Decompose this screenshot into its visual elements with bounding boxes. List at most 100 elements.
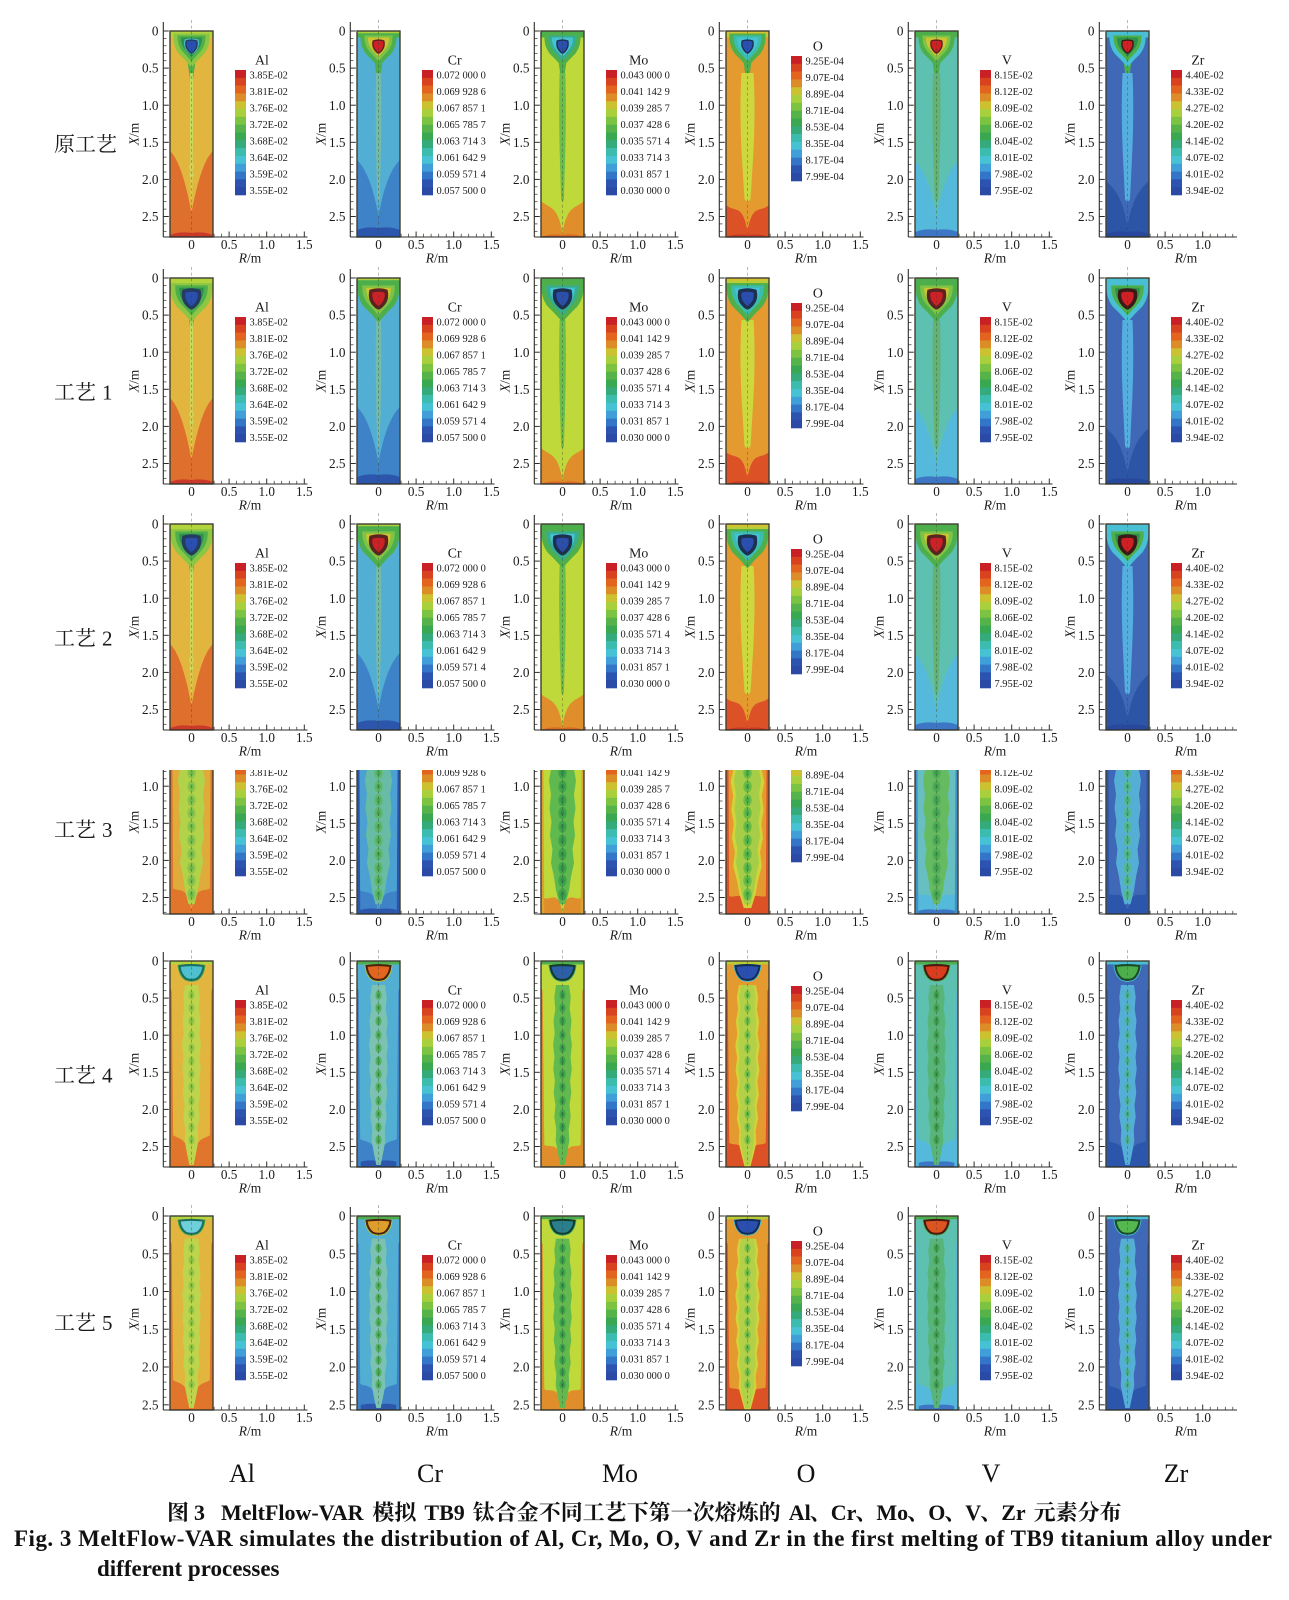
svg-text:7.95E-02: 7.95E-02: [995, 867, 1033, 878]
svg-text:1.0: 1.0: [513, 1028, 530, 1043]
svg-text:R/m: R/m: [983, 928, 1007, 943]
svg-text:0.063 714 3: 0.063 714 3: [437, 630, 486, 641]
svg-text:0.033 714 3: 0.033 714 3: [621, 1338, 670, 1349]
svg-text:R/m: R/m: [794, 928, 818, 943]
svg-text:7.98E-02: 7.98E-02: [995, 417, 1033, 428]
svg-text:4.20E-02: 4.20E-02: [1186, 1305, 1224, 1316]
svg-text:0.041 142 9: 0.041 142 9: [621, 1017, 670, 1028]
svg-text:1.5: 1.5: [887, 628, 904, 643]
svg-text:7.98E-02: 7.98E-02: [995, 851, 1033, 862]
svg-text:8.15E-02: 8.15E-02: [995, 1000, 1033, 1011]
svg-text:different processes: different processes: [97, 1556, 280, 1581]
svg-text:3.76E-02: 3.76E-02: [250, 1033, 288, 1044]
svg-text:0: 0: [744, 914, 751, 929]
svg-text:2.5: 2.5: [887, 1397, 904, 1412]
svg-text:3.55E-02: 3.55E-02: [250, 867, 288, 878]
svg-text:0: 0: [152, 271, 159, 286]
svg-text:Cr: Cr: [417, 1459, 443, 1488]
svg-text:1.5: 1.5: [513, 1065, 530, 1080]
svg-text:2.0: 2.0: [513, 419, 530, 434]
svg-text:0: 0: [897, 1209, 904, 1224]
svg-text:8.12E-02: 8.12E-02: [995, 770, 1033, 779]
svg-text:1.0: 1.0: [329, 345, 346, 360]
svg-text:3.59E-02: 3.59E-02: [250, 1100, 288, 1111]
svg-text:8.71E-04: 8.71E-04: [806, 1036, 845, 1047]
svg-text:2.0: 2.0: [887, 172, 904, 187]
svg-text:2.0: 2.0: [698, 172, 715, 187]
svg-text:2.0: 2.0: [513, 1360, 530, 1375]
svg-text:8.53E-04: 8.53E-04: [806, 1308, 845, 1319]
svg-text:0: 0: [375, 730, 382, 745]
svg-text:0.067 857 1: 0.067 857 1: [437, 103, 486, 114]
svg-text:3.64E-02: 3.64E-02: [250, 1083, 288, 1094]
svg-text:1.5: 1.5: [142, 816, 159, 831]
svg-text:3.68E-02: 3.68E-02: [250, 818, 288, 829]
svg-text:R/m: R/m: [1174, 1424, 1198, 1439]
svg-text:4.07E-02: 4.07E-02: [1186, 153, 1224, 164]
svg-text:0.041 142 9: 0.041 142 9: [621, 87, 670, 98]
svg-text:R/m: R/m: [794, 1181, 818, 1196]
svg-text:1.0: 1.0: [1003, 484, 1020, 499]
svg-text:0.065 785 7: 0.065 785 7: [437, 1050, 486, 1061]
svg-text:0.5: 0.5: [408, 1410, 425, 1425]
svg-text:1.5: 1.5: [1041, 1410, 1058, 1425]
svg-text:0: 0: [339, 271, 346, 286]
svg-text:0.5: 0.5: [592, 1167, 609, 1182]
svg-text:0.037 428 6: 0.037 428 6: [621, 613, 670, 624]
svg-text:3.55E-02: 3.55E-02: [250, 679, 288, 690]
svg-text:8.71E-04: 8.71E-04: [806, 787, 845, 798]
svg-text:R/m: R/m: [794, 744, 818, 759]
svg-text:1.5: 1.5: [698, 382, 715, 397]
svg-text:1.0: 1.0: [329, 98, 346, 113]
svg-text:0.5: 0.5: [1078, 554, 1095, 569]
svg-text:1.0: 1.0: [814, 484, 831, 499]
svg-text:0.5: 0.5: [329, 991, 346, 1006]
svg-text:V: V: [965, 1500, 981, 1525]
svg-text:V: V: [1002, 300, 1012, 315]
svg-text:1.5: 1.5: [1041, 914, 1058, 929]
svg-text:0.033 714 3: 0.033 714 3: [621, 646, 670, 657]
svg-text:0.059 571 4: 0.059 571 4: [437, 663, 487, 674]
svg-text:0: 0: [1124, 1410, 1131, 1425]
svg-text:3.72E-02: 3.72E-02: [250, 801, 288, 812]
svg-text:0.5: 0.5: [142, 554, 159, 569]
svg-text:R/m: R/m: [983, 1181, 1007, 1196]
svg-text:3.59E-02: 3.59E-02: [250, 1355, 288, 1366]
svg-text:0.057 500 0: 0.057 500 0: [437, 679, 486, 690]
svg-text:8.09E-02: 8.09E-02: [995, 1288, 1033, 1299]
svg-text:2.5: 2.5: [329, 890, 346, 905]
svg-text:4.20E-02: 4.20E-02: [1186, 367, 1224, 378]
svg-text:0.5: 0.5: [1157, 730, 1174, 745]
svg-text:1.0: 1.0: [698, 345, 715, 360]
svg-text:9.07E-04: 9.07E-04: [806, 1003, 845, 1014]
svg-text:X/m: X/m: [1063, 1307, 1078, 1331]
svg-text:X/m: X/m: [314, 615, 329, 639]
svg-text:0.5: 0.5: [966, 484, 983, 499]
svg-text:2.5: 2.5: [698, 890, 715, 905]
svg-text:3.81E-02: 3.81E-02: [250, 334, 288, 345]
svg-text:2.5: 2.5: [887, 209, 904, 224]
svg-text:7.95E-02: 7.95E-02: [995, 186, 1033, 197]
svg-text:1.0: 1.0: [513, 591, 530, 606]
svg-text:3.94E-02: 3.94E-02: [1186, 867, 1224, 878]
svg-text:X/m: X/m: [1063, 122, 1078, 146]
svg-text:4.33E-02: 4.33E-02: [1186, 334, 1224, 345]
svg-text:0.039 285 7: 0.039 285 7: [621, 1288, 670, 1299]
svg-text:1.0: 1.0: [1078, 591, 1095, 606]
svg-text:0.030 000 0: 0.030 000 0: [621, 1116, 670, 1127]
svg-text:0.033 714 3: 0.033 714 3: [621, 1083, 670, 1094]
svg-text:1.5: 1.5: [887, 1065, 904, 1080]
svg-text:1.0: 1.0: [258, 1410, 275, 1425]
svg-text:1.0: 1.0: [445, 1167, 462, 1182]
svg-text:2.0: 2.0: [1078, 1102, 1095, 1117]
svg-text:2.0: 2.0: [329, 853, 346, 868]
svg-text:4.27E-02: 4.27E-02: [1186, 103, 1224, 114]
svg-text:1.5: 1.5: [1078, 1322, 1095, 1337]
svg-text:2.0: 2.0: [142, 419, 159, 434]
svg-text:X/m: X/m: [872, 122, 887, 146]
svg-text:0: 0: [188, 484, 195, 499]
svg-text:0.5: 0.5: [1157, 914, 1174, 929]
svg-text:3.64E-02: 3.64E-02: [250, 153, 288, 164]
svg-text:0.5: 0.5: [592, 914, 609, 929]
svg-text:1.0: 1.0: [887, 779, 904, 794]
